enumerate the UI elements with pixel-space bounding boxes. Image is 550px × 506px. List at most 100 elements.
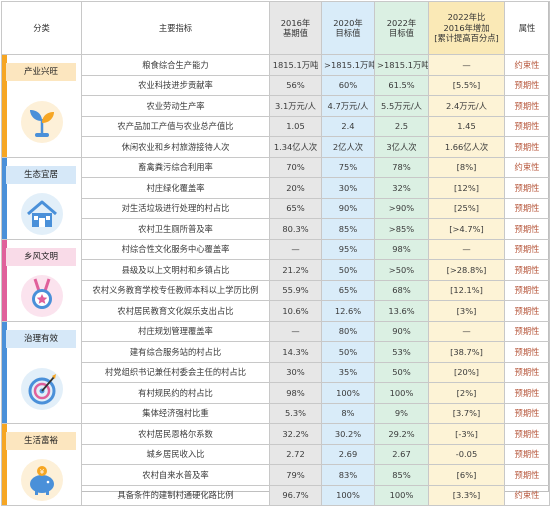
value-2020-cell: 100%	[321, 382, 375, 404]
category-cell: 治理有效	[1, 320, 82, 424]
value-2022-cell: 100%	[374, 382, 429, 404]
table-row: 农村义务教育学校专任教师本科以上学历比例 55.9% 65% 68% [12.1%] 预期…	[2, 279, 550, 301]
value-2020-cell: 12.6%	[321, 300, 375, 322]
table-row: 集体经济强村比重 5.3% 8% 9% [3.7%] 预期性	[2, 402, 550, 424]
table-row: 县级及以上文明村和乡镇占比 21.2% 50% >50% [>28.8%] 预期性	[2, 259, 550, 281]
header-increase-line3: [累计提高百分点]	[434, 33, 499, 44]
value-2016-cell: 3.1万元/人	[269, 95, 322, 117]
value-2020-cell: 60%	[321, 74, 375, 96]
value-2022-cell: >50%	[374, 259, 429, 281]
attribute-cell: 预期性	[504, 320, 550, 342]
increase-cell: [3.7%]	[428, 402, 505, 424]
increase-cell: [-3%]	[428, 423, 505, 445]
category-color-bar	[2, 158, 7, 238]
header-2022-line2: 目标值	[389, 28, 414, 38]
value-2022-cell: 9%	[374, 402, 429, 424]
attribute-cell: 预期性	[504, 259, 550, 281]
header-increase-line2: 2016年增加	[443, 22, 490, 33]
increase-cell: [2%]	[428, 382, 505, 404]
value-2022-cell: 2.5	[374, 115, 429, 137]
table-row: 农业科技进步贡献率 56% 60% 61.5% [5.5%] 预期性	[2, 74, 550, 96]
indicator-cell: 农业劳动生产率	[81, 95, 270, 117]
indicator-cell: 村综合性文化服务中心覆盖率	[81, 238, 270, 260]
value-2020-cell: >1815.1万吨	[321, 54, 375, 76]
indicator-cell: 村庄规划管理覆盖率	[81, 320, 270, 342]
table-row: 农产品加工产值与农业总产值比 1.05 2.4 2.5 1.45 预期性	[2, 115, 550, 137]
category-cell: 产业兴旺	[1, 54, 82, 158]
header-increase: 2022年比 2016年增加 [累计提高百分点]	[428, 1, 505, 55]
header-category: 分类	[1, 1, 82, 55]
value-2016-cell: 2.72	[269, 443, 322, 465]
table-row: 对生活垃圾进行处理的村占比 65% 90% >90% [25%] 预期性	[2, 197, 550, 219]
increase-cell: [12.1%]	[428, 279, 505, 301]
value-2022-cell: 78%	[374, 156, 429, 178]
medal-icon	[19, 273, 65, 319]
attribute-cell: 预期性	[504, 238, 550, 260]
value-2016-cell: 70%	[269, 156, 322, 178]
value-2022-cell: 61.5%	[374, 74, 429, 96]
attribute-cell: 预期性	[504, 279, 550, 301]
indicator-cell: 建有综合服务站的村占比	[81, 341, 270, 363]
increase-cell: [38.7%]	[428, 341, 505, 363]
value-2020-cell: 83%	[321, 464, 375, 486]
value-2020-cell: 90%	[321, 197, 375, 219]
indicator-cell: 农业科技进步贡献率	[81, 74, 270, 96]
header-2022: 2022年 目标值	[374, 1, 429, 55]
table-row: 生活富裕 ¥ 农村居民恩格尔系数 32.2% 30.2% 29.2% [-3%] 预期性	[1, 423, 550, 506]
value-2022-cell: 13.6%	[374, 300, 429, 322]
increase-cell: —	[428, 238, 505, 260]
header-2020-line2: 目标值	[335, 28, 361, 38]
category-color-bar	[2, 240, 7, 320]
indicator-cell: 农村卫生厕所普及率	[81, 218, 270, 240]
category-cell: 生态宜居	[1, 156, 82, 240]
header-2020-line1: 2020年	[333, 17, 363, 28]
increase-cell: 1.66亿人次	[428, 136, 505, 158]
increase-cell: [20%]	[428, 361, 505, 383]
value-2020-cell: 75%	[321, 156, 375, 178]
value-2016-cell: 79%	[269, 464, 322, 486]
increase-cell: 2.4万元/人	[428, 95, 505, 117]
table-row: 农业劳动生产率 3.1万元/人 4.7万元/人 5.5万元/人 2.4万元/人 预期性	[2, 95, 550, 117]
value-2022-cell: 68%	[374, 279, 429, 301]
value-2020-cell: 85%	[321, 218, 375, 240]
value-2016-cell: 1.05	[269, 115, 322, 137]
table-row: 具备条件的建制村通硬化路比例 96.7% 100% 100% [3.3%] 约束性	[2, 484, 550, 506]
category-label: 生态宜居	[6, 165, 76, 184]
attribute-cell: 预期性	[504, 95, 550, 117]
category-color-bar	[2, 55, 7, 157]
table-row: 生态宜居 畜禽粪污综合利用率 70% 75% 78% [8%] 约束性	[1, 156, 550, 240]
increase-cell: —	[428, 54, 505, 76]
indicator-cell: 村党组织书记兼任村委会主任的村占比	[81, 361, 270, 383]
attribute-cell: 约束性	[504, 54, 550, 76]
table-row: 农村卫生厕所普及率 80.3% 85% >85% [>4.7%] 预期性	[2, 218, 550, 240]
header-row: 分类 主要指标 2016年 基期值 2020年 目标值 2022年 目标值 20…	[1, 1, 550, 55]
attribute-cell: 预期性	[504, 464, 550, 486]
indicator-cell: 县级及以上文明村和乡镇占比	[81, 259, 270, 281]
value-2022-cell: 100%	[374, 484, 429, 506]
indicator-cell: 城乡居民收入比	[81, 443, 270, 465]
attribute-cell: 预期性	[504, 443, 550, 465]
indicator-cell: 具备条件的建制村通硬化路比例	[81, 484, 270, 506]
value-2016-cell: 14.3%	[269, 341, 322, 363]
attribute-cell: 预期性	[504, 197, 550, 219]
value-2016-cell: 96.7%	[269, 484, 322, 506]
table-row: 农村自来水普及率 79% 83% 85% [6%] 预期性	[2, 464, 550, 486]
indicator-cell: 对生活垃圾进行处理的村占比	[81, 197, 270, 219]
increase-cell: [6%]	[428, 464, 505, 486]
sprout-icon	[19, 99, 65, 145]
header-2022-line1: 2022年	[386, 17, 417, 28]
increase-cell: —	[428, 320, 505, 342]
value-2022-cell: >1815.1万吨	[374, 54, 429, 76]
table-row: 乡风文明 村综合性文化服务中心覆盖率 —95% 98% — 预期性	[1, 238, 550, 322]
category-cell: 生活富裕 ¥	[1, 423, 82, 506]
value-2020-cell: 4.7万元/人	[321, 95, 375, 117]
indicator-cell: 休闲农业和乡村旅游接待人次	[81, 136, 270, 158]
value-2020-cell: 30%	[321, 177, 375, 199]
value-2020-cell: 80%	[321, 320, 375, 342]
table-row: 村党组织书记兼任村委会主任的村占比 30% 35% 50% [20%] 预期性	[2, 361, 550, 383]
increase-cell: -0.05	[428, 443, 505, 465]
category-label: 生活富裕	[6, 432, 76, 450]
indicator-cell: 农村义务教育学校专任教师本科以上学历比例	[81, 279, 270, 301]
value-2022-cell: 90%	[374, 320, 429, 342]
indicator-cell: 农村居民恩格尔系数	[81, 423, 270, 445]
